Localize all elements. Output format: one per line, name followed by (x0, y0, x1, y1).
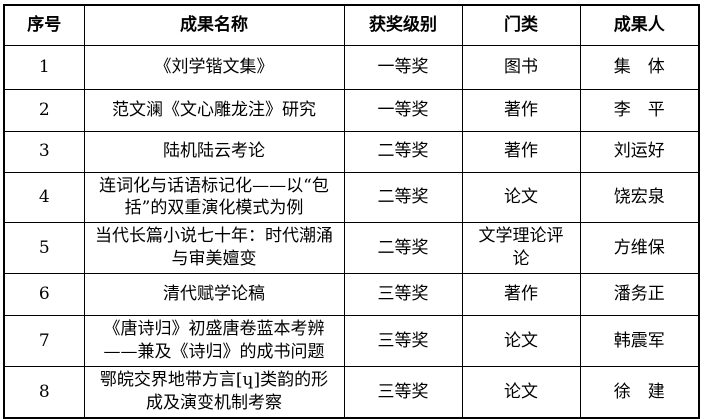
cell-person: 方维保 (579, 222, 700, 275)
cell-level: 二等奖 (343, 171, 463, 224)
table-row: 6 清代赋学论稿 三等奖 著作 潘务正 (3, 273, 700, 317)
cell-level: 三等奖 (343, 366, 463, 419)
cell-level: 一等奖 (343, 88, 463, 132)
cell-category: 著作 (461, 88, 581, 132)
header-name: 成果名称 (83, 4, 345, 46)
cell-person: 李 平 (579, 88, 700, 132)
table-header: 序号 成果名称 获奖级别 门类 成果人 (3, 4, 700, 46)
cell-no: 8 (3, 366, 85, 419)
header-row: 序号 成果名称 获奖级别 门类 成果人 (3, 4, 700, 46)
awards-table: 序号 成果名称 获奖级别 门类 成果人 1 《刘学锴文集》 一等奖 图书 集 体… (3, 4, 700, 419)
cell-level: 二等奖 (343, 222, 463, 275)
table-row: 7 《唐诗归》初盛唐卷蓝本考辨——兼及《诗归》的成书问题 三等奖 论文 韩震军 (3, 315, 700, 368)
table-row: 8 鄂皖交界地带方言[ɥ]类韵的形成及演变机制考察 三等奖 论文 徐 建 (3, 366, 700, 419)
cell-person: 集 体 (579, 44, 700, 90)
cell-category: 著作 (461, 273, 581, 317)
cell-person: 潘务正 (579, 273, 700, 317)
cell-name: 范文澜《文心雕龙注》研究 (83, 88, 345, 132)
cell-level: 二等奖 (343, 130, 463, 173)
cell-person: 刘运好 (579, 130, 700, 173)
table-row: 1 《刘学锴文集》 一等奖 图书 集 体 (3, 44, 700, 90)
cell-no: 6 (3, 273, 85, 317)
cell-category: 论文 (461, 171, 581, 224)
cell-no: 4 (3, 171, 85, 224)
cell-name: 当代长篇小说七十年：时代潮涌与审美嬗变 (83, 222, 345, 275)
cell-name: 陆机陆云考论 (83, 130, 345, 173)
table-row: 4 连词化与话语标记化——以“包括”的双重演化模式为例 二等奖 论文 饶宏泉 (3, 171, 700, 224)
header-no: 序号 (3, 4, 85, 46)
cell-name: 鄂皖交界地带方言[ɥ]类韵的形成及演变机制考察 (83, 366, 345, 419)
cell-level: 三等奖 (343, 315, 463, 368)
table-row: 3 陆机陆云考论 二等奖 著作 刘运好 (3, 130, 700, 173)
table-body: 1 《刘学锴文集》 一等奖 图书 集 体 2 范文澜《文心雕龙注》研究 一等奖 … (3, 44, 700, 419)
cell-category: 著作 (461, 130, 581, 173)
cell-person: 徐 建 (579, 366, 700, 419)
table-row: 5 当代长篇小说七十年：时代潮涌与审美嬗变 二等奖 文学理论评论 方维保 (3, 222, 700, 275)
header-person: 成果人 (579, 4, 700, 46)
cell-no: 5 (3, 222, 85, 275)
cell-level: 一等奖 (343, 44, 463, 90)
cell-category: 论文 (461, 366, 581, 419)
cell-category: 图书 (461, 44, 581, 90)
table-row: 2 范文澜《文心雕龙注》研究 一等奖 著作 李 平 (3, 88, 700, 132)
cell-no: 1 (3, 44, 85, 90)
cell-name: 连词化与话语标记化——以“包括”的双重演化模式为例 (83, 171, 345, 224)
cell-name: 《刘学锴文集》 (83, 44, 345, 90)
header-level: 获奖级别 (343, 4, 463, 46)
cell-no: 7 (3, 315, 85, 368)
cell-no: 2 (3, 88, 85, 132)
cell-person: 韩震军 (579, 315, 700, 368)
cell-level: 三等奖 (343, 273, 463, 317)
cell-name: 《唐诗归》初盛唐卷蓝本考辨——兼及《诗归》的成书问题 (83, 315, 345, 368)
cell-category: 论文 (461, 315, 581, 368)
header-category: 门类 (461, 4, 581, 46)
cell-no: 3 (3, 130, 85, 173)
cell-person: 饶宏泉 (579, 171, 700, 224)
cell-name: 清代赋学论稿 (83, 273, 345, 317)
cell-category: 文学理论评论 (461, 222, 581, 275)
